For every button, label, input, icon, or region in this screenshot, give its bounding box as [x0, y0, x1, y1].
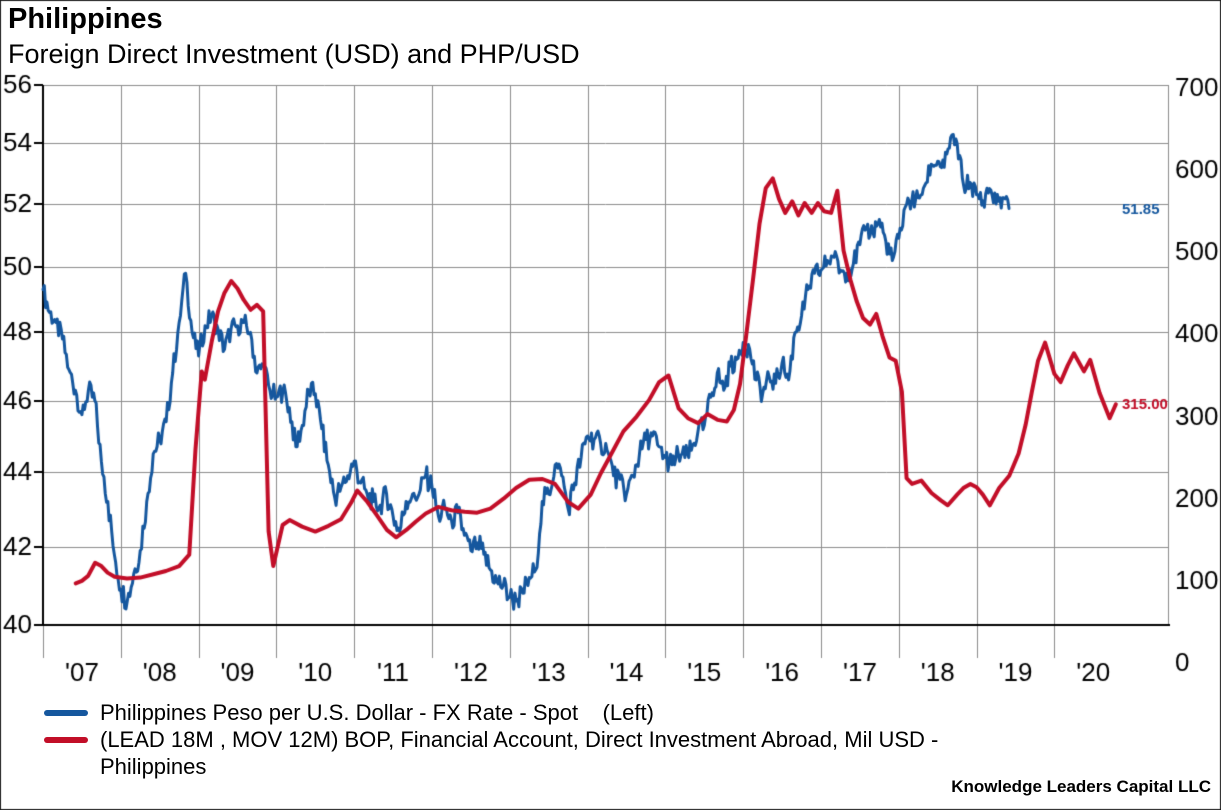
legend-label-fdi: (LEAD 18M , MOV 12M) BOP, Financial Acco…: [100, 727, 939, 779]
legend-line-red-icon: [44, 737, 88, 743]
legend-item-php-usd: Philippines Peso per U.S. Dollar - FX Ra…: [42, 699, 1172, 726]
legend-label-php-usd: Philippines Peso per U.S. Dollar - FX Ra…: [100, 700, 654, 725]
chart-legend: Philippines Peso per U.S. Dollar - FX Ra…: [42, 699, 1172, 780]
chart-subtitle: Foreign Direct Investment (USD) and PHP/…: [8, 39, 580, 69]
legend-line-blue-icon: [44, 710, 88, 716]
page-title: Philippines: [8, 3, 163, 35]
legend-item-fdi: (LEAD 18M , MOV 12M) BOP, Financial Acco…: [42, 726, 1172, 780]
attribution: Knowledge Leaders Capital LLC: [951, 777, 1211, 796]
